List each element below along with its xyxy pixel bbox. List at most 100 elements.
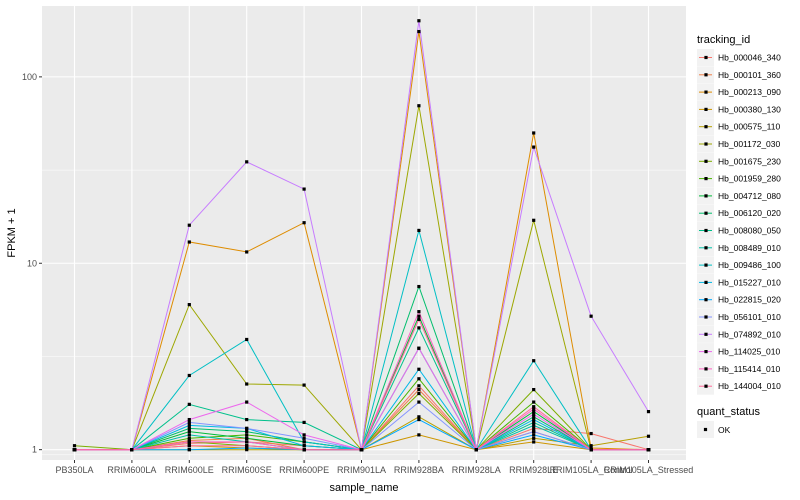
data-point xyxy=(589,446,593,450)
data-point xyxy=(532,407,536,411)
data-point xyxy=(417,104,421,108)
legend-label: Hb_001172_030 xyxy=(718,139,781,149)
data-point xyxy=(187,444,191,448)
data-point xyxy=(532,423,536,427)
data-point xyxy=(417,433,421,437)
legend-label: Hb_004712_080 xyxy=(718,191,781,201)
data-point xyxy=(589,431,593,436)
legend-key-point xyxy=(704,107,708,111)
legend-title: tracking_id xyxy=(697,34,750,46)
legend-label: Hb_056101_010 xyxy=(718,312,781,322)
data-point xyxy=(187,402,191,406)
legend-label: Hb_009486_100 xyxy=(718,260,781,270)
data-point xyxy=(589,444,593,448)
shape-legend-point xyxy=(703,427,708,432)
data-point xyxy=(532,387,536,392)
legend-key-point xyxy=(704,332,708,336)
data-point xyxy=(532,145,536,149)
data-point xyxy=(532,433,536,437)
data-point xyxy=(359,448,364,452)
legend-quant-status: quant_status OK xyxy=(697,406,760,438)
data-point xyxy=(302,444,306,448)
data-point xyxy=(302,433,306,437)
data-point xyxy=(245,440,249,444)
plot-panel xyxy=(42,6,686,460)
y-axis-title: FPKM + 1 xyxy=(6,208,18,257)
legend-label: Hb_001675_230 xyxy=(718,156,781,166)
legend-label: Hb_022815_020 xyxy=(718,295,781,305)
data-point xyxy=(130,448,134,452)
legend-key-point xyxy=(704,159,708,163)
data-point xyxy=(245,382,249,386)
data-point xyxy=(417,417,421,422)
data-point xyxy=(417,326,421,330)
data-point xyxy=(474,448,478,452)
y-tick-label: 1 xyxy=(32,445,37,455)
data-point xyxy=(187,436,191,440)
legend-label: Hb_000575_110 xyxy=(718,122,781,132)
data-point xyxy=(417,367,421,371)
data-point xyxy=(417,228,421,233)
x-axis-title: sample_name xyxy=(329,482,398,494)
data-point xyxy=(646,410,651,414)
data-point xyxy=(417,400,421,404)
data-point xyxy=(245,436,249,440)
data-point xyxy=(187,420,191,425)
data-point xyxy=(532,412,536,416)
data-point xyxy=(417,310,421,314)
data-point xyxy=(417,19,421,23)
data-point xyxy=(245,446,249,450)
data-point xyxy=(245,160,249,164)
data-point xyxy=(245,337,249,342)
data-point xyxy=(417,384,421,388)
data-point xyxy=(532,420,536,425)
data-point xyxy=(245,426,249,431)
data-point xyxy=(187,373,191,378)
legend-key-point xyxy=(704,73,708,77)
legend-key-point xyxy=(704,298,708,302)
data-point xyxy=(417,346,421,350)
data-point xyxy=(532,218,536,222)
legend-label: Hb_115414_010 xyxy=(718,364,781,374)
legend-label: Hb_000213_090 xyxy=(718,87,781,97)
legend-key-point xyxy=(704,315,708,319)
data-point xyxy=(646,434,651,438)
data-point xyxy=(417,415,421,419)
data-point xyxy=(187,423,191,427)
data-point xyxy=(245,250,249,254)
legend-tracking-id: tracking_id Hb_000046_340 Hb_000101_360 Hb_… xyxy=(697,34,781,395)
data-point xyxy=(532,440,536,444)
legend-label: Hb_000380_130 xyxy=(718,104,781,114)
legend-key-point xyxy=(704,384,708,388)
data-point xyxy=(532,429,536,434)
legend-label: Hb_015227_010 xyxy=(718,277,781,287)
x-tick-label: RRIM928LE xyxy=(509,465,558,475)
y-axis: 1 10 100 xyxy=(22,72,42,455)
data-point xyxy=(302,221,306,225)
data-point xyxy=(417,377,421,381)
x-tick-label: RRIM901LA xyxy=(337,465,386,475)
legend-label: Hb_008489_010 xyxy=(718,243,781,253)
data-point xyxy=(302,436,306,440)
legend-key-point xyxy=(704,55,708,60)
legend-label: Hb_074892_010 xyxy=(718,329,781,339)
shape-legend-label: OK xyxy=(718,425,731,435)
legend-key-point xyxy=(704,194,708,198)
data-point xyxy=(245,433,249,437)
data-point xyxy=(187,240,191,244)
x-tick-label: RRIM928BA xyxy=(394,465,444,475)
data-point xyxy=(302,448,306,452)
data-point xyxy=(187,433,191,437)
data-point xyxy=(245,400,249,404)
data-point xyxy=(417,391,421,396)
data-point xyxy=(417,387,421,392)
data-point xyxy=(302,440,306,444)
y-tick-label: 10 xyxy=(27,258,37,268)
x-tick-label: RRIM600LE xyxy=(165,465,214,475)
shape-legend-title: quant_status xyxy=(697,406,760,418)
data-point xyxy=(187,448,191,452)
data-point xyxy=(532,400,536,404)
legend-label: Hb_000101_360 xyxy=(718,70,781,80)
x-tick-label: PB350LA xyxy=(55,465,93,475)
